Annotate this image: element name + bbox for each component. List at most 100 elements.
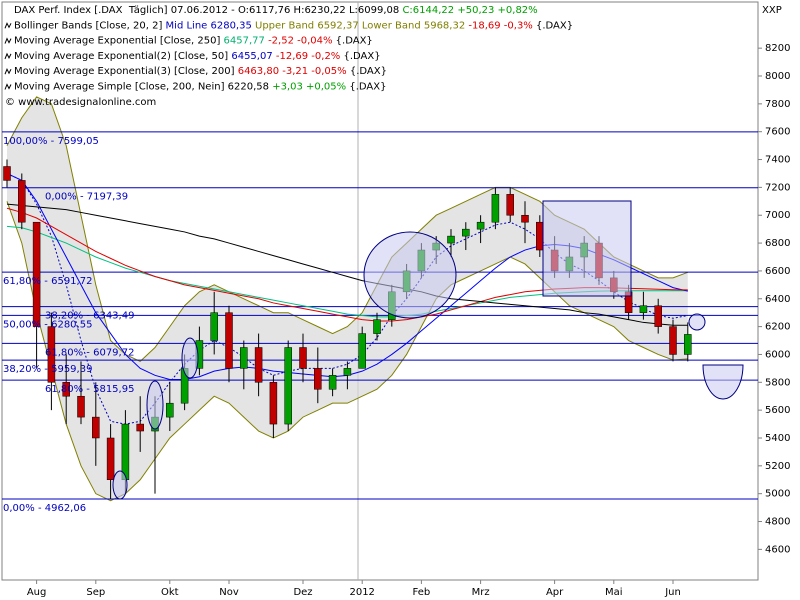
candle-body <box>269 382 278 425</box>
candle-body <box>639 305 648 313</box>
y-tick-label: 5600 <box>765 405 790 416</box>
header-segment: Bollinger Bands [Close, 20, 2] <box>14 20 166 31</box>
candle-body <box>92 416 100 439</box>
header-segment: {.DAX} <box>343 51 380 62</box>
header-segment: 6463,80 <box>238 66 283 77</box>
header-line: Moving Average Exponential [Close, 250] … <box>14 36 373 47</box>
candle-body <box>506 194 514 216</box>
indicator-icon <box>4 83 12 90</box>
header-segment: Moving Average Exponential(2) [Close, 50… <box>14 51 231 62</box>
candle-body <box>18 180 26 223</box>
header-line: Bollinger Bands [Close, 20, 2] Mid Line … <box>14 20 573 31</box>
header-segment: -18,69 -0,3% <box>468 20 536 31</box>
drawing-rectangle <box>542 200 632 297</box>
y-tick-label: 7000 <box>765 210 790 221</box>
y-tick-label: 7200 <box>765 182 790 193</box>
header-segment: {.DAX} <box>536 20 573 31</box>
fib-level-label: 61,80% - 5815,95 <box>45 384 134 395</box>
x-tick-label: Okt <box>161 587 179 598</box>
x-tick-label: Mai <box>605 587 623 598</box>
drawings <box>112 200 744 500</box>
header-line: Moving Average Exponential(3) [Close, 20… <box>14 66 387 77</box>
x-tick-label: Aug <box>27 587 47 598</box>
candle-body <box>47 326 56 383</box>
copyright: © www.tradesignalonline.com <box>5 97 156 108</box>
fib-level-label: 61,80% - 6591,72 <box>3 276 92 287</box>
y-tick-label: 7800 <box>765 99 790 110</box>
candle-body <box>462 228 470 237</box>
candle-body <box>314 368 322 390</box>
y-tick-label: 4800 <box>765 517 790 528</box>
candle-body <box>284 347 292 425</box>
header-segment: -12,69 -0,2% <box>276 51 344 62</box>
drawing-circle <box>688 313 706 331</box>
header-segment: Moving Average Exponential(3) [Close, 20… <box>14 66 238 77</box>
candle-body <box>328 375 337 390</box>
header-segment: {.DAX} <box>349 82 386 93</box>
fib-level-label: 38,20% - 6343,49 <box>45 311 134 322</box>
candle-body <box>669 326 677 355</box>
header-segment: +3,03 +0,05% <box>272 82 349 93</box>
drawing-circle <box>363 231 457 319</box>
x-tick-label: Sep <box>86 587 105 598</box>
y-tick-label: 5200 <box>765 461 790 472</box>
y-tick-label: 6000 <box>765 349 790 360</box>
y-tick-label: 5000 <box>765 489 790 500</box>
fib-level-label: 0,00% - 7197,39 <box>45 192 128 203</box>
candle-body <box>491 194 500 223</box>
y-tick-label: 7400 <box>765 155 790 166</box>
x-tick-label: Apr <box>546 587 564 598</box>
moving-average <box>6 203 688 326</box>
candle-body <box>225 312 233 369</box>
candle-body <box>3 166 11 181</box>
candle-body <box>166 402 174 418</box>
candle-body <box>447 235 455 244</box>
x-tick-label: Feb <box>413 587 431 598</box>
header-segment: 6455,07 <box>231 51 276 62</box>
header-segment: DAX Perf. Index [.DAX Täglich] 07.06.201… <box>14 5 402 16</box>
indicator-icon <box>4 52 12 60</box>
candle-body <box>684 334 692 355</box>
y-tick-label: 6800 <box>765 238 790 249</box>
candle-body <box>358 333 366 369</box>
header-segment: Mid Line 6280,35 <box>166 20 255 31</box>
header-segment: C:6144,22 +50,23 +0,82% <box>402 5 537 16</box>
indicator-icon <box>4 67 12 75</box>
header-segment: -3,21 -0,05% <box>282 66 350 77</box>
candle-body <box>106 437 115 481</box>
candle-body <box>210 312 218 341</box>
header-line: DAX Perf. Index [.DAX Täglich] 07.06.201… <box>14 5 538 16</box>
y-tick-label: 5800 <box>765 377 790 388</box>
y-tick-label: 6400 <box>765 294 790 305</box>
candle-body <box>654 305 662 327</box>
header-segment: 6457,77 <box>224 36 269 47</box>
fib-level-label: 61,80% - 6079,72 <box>45 347 134 358</box>
header-segment: {.DAX} <box>336 36 373 47</box>
fib-level-label: 0,00% - 4962,06 <box>3 503 86 514</box>
x-tick-label: 2012 <box>349 587 374 598</box>
drawing-circle <box>112 470 128 500</box>
x-tick-label: Nov <box>219 587 239 598</box>
candle-body <box>136 423 144 432</box>
y-tick-label: 6600 <box>765 266 790 277</box>
y-tick-label: 5400 <box>765 433 790 444</box>
candle-body <box>299 347 307 369</box>
candle-body <box>521 214 529 223</box>
candle-body <box>77 395 85 418</box>
indicator-icon <box>4 22 12 29</box>
indicator-icon <box>4 37 12 44</box>
axis-name: XXP <box>762 5 782 16</box>
y-tick-label: 8200 <box>765 43 790 54</box>
candle-body <box>32 221 41 327</box>
header-segment: -2,52 -0,04% <box>268 36 336 47</box>
drawing-circle <box>181 337 199 379</box>
x-tick-label: Mrz <box>472 587 490 598</box>
y-tick-label: 6200 <box>765 322 790 333</box>
candle-body <box>254 347 263 383</box>
header-segment: Moving Average Exponential [Close, 250] <box>14 36 224 47</box>
candle-body <box>343 368 352 376</box>
x-tick-label: Dez <box>293 587 312 598</box>
bollinger-area <box>7 96 688 501</box>
candle-body <box>121 423 130 481</box>
